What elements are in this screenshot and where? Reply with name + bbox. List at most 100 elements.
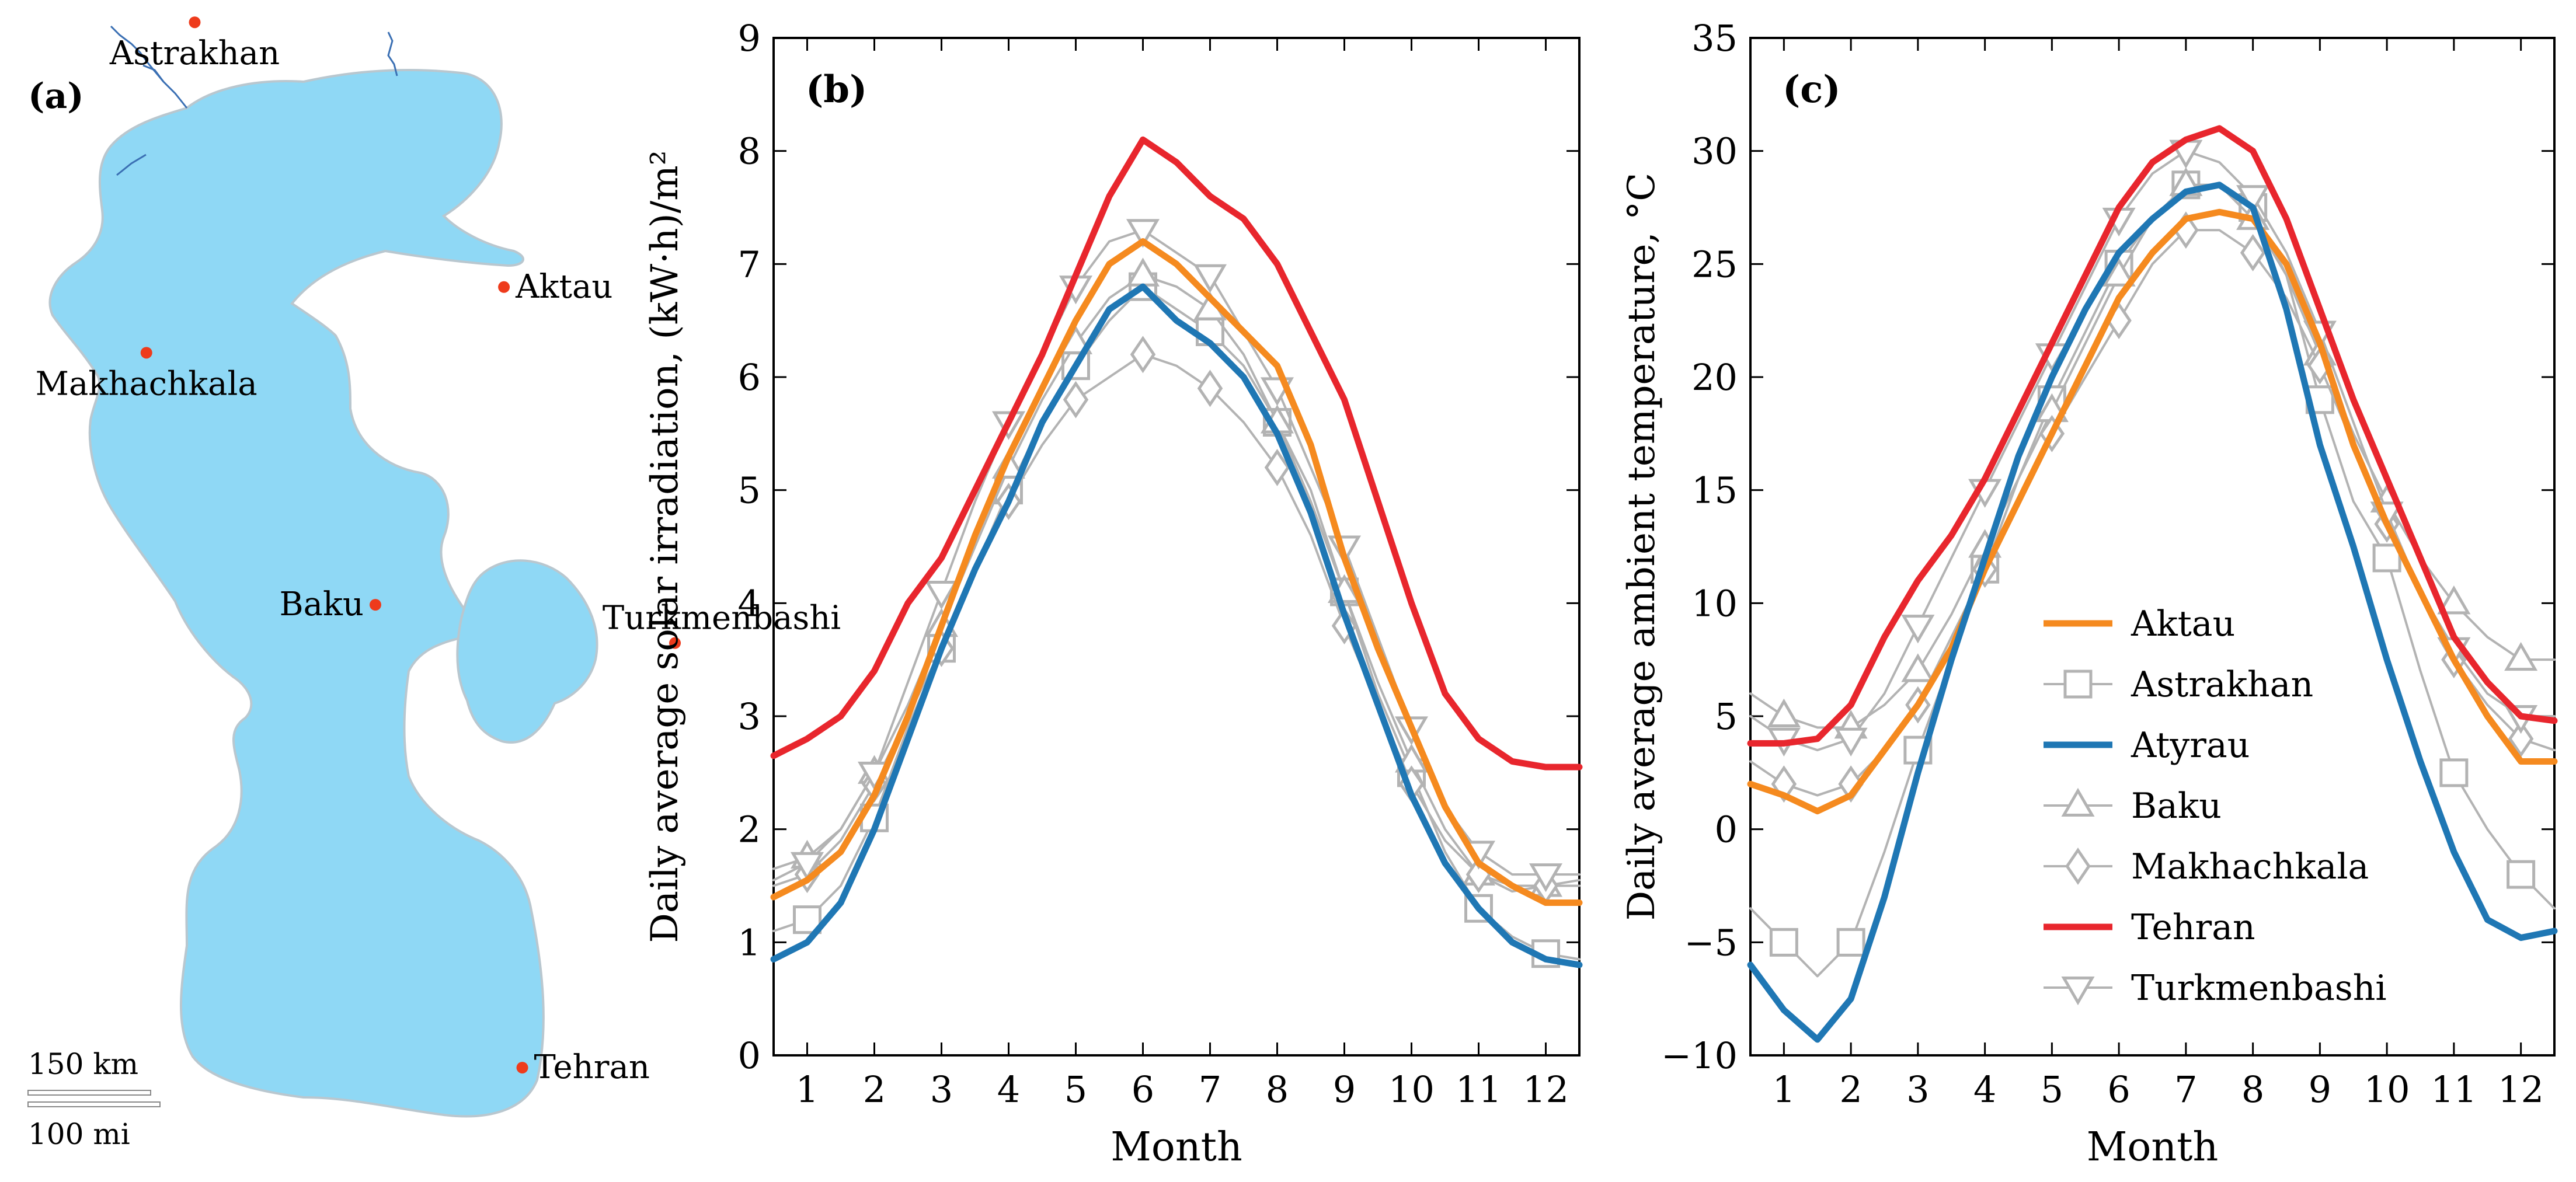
series-marker-astrakhan: [1769, 928, 1798, 957]
x-tick-label: 8: [1266, 1068, 1289, 1111]
x-tick-label: 7: [2174, 1068, 2197, 1111]
legend-label-astrakhan: Astrakhan: [2131, 664, 2313, 705]
city-dot-astrakhan: [189, 16, 201, 29]
x-tick-label: 9: [1333, 1068, 1356, 1111]
series-marker-baku: [2504, 641, 2538, 671]
city-markers: AtyrauAstrakhanAktauMakhachkalaBakuTurkm…: [36, 16, 841, 1086]
y-tick-label: 35: [1691, 17, 1738, 60]
x-tick-label: 2: [863, 1068, 886, 1111]
series-marker-makhachkala: [1264, 448, 1290, 486]
y-tick-label: 20: [1691, 356, 1738, 399]
y-tick-label: 9: [738, 17, 761, 60]
x-tick-label: 6: [2107, 1068, 2130, 1111]
x-tick-label: 10: [2364, 1068, 2410, 1111]
series-line-astrakhan: [772, 285, 1581, 961]
x-tick-label: 4: [1973, 1068, 1996, 1111]
y-tick-label: 10: [1691, 582, 1738, 625]
y-tick-label: 6: [738, 356, 761, 399]
series-marker-baku: [1767, 698, 1801, 727]
x-axis-label: Month: [1111, 1124, 1242, 1170]
plot-frame: [772, 37, 1581, 1057]
garabogazkol-bay-shape: [456, 559, 598, 744]
series-marker-turkmenbashi: [924, 580, 959, 610]
series-marker-turkmenbashi: [1126, 219, 1160, 248]
series-marker-turkmenbashi: [1901, 615, 1935, 644]
y-tick-label: 4: [738, 582, 761, 625]
city-label-turkmenbashi: Turkmenbashi: [603, 599, 841, 637]
series-line-makhachkala: [772, 353, 1581, 887]
scale-bar-mi-segment: [27, 1101, 161, 1107]
legend-marker-baku: [2061, 787, 2095, 817]
series-marker-makhachkala: [1197, 369, 1223, 407]
series-marker-makhachkala: [2508, 720, 2534, 758]
scale-bar-km-segment: [27, 1090, 151, 1096]
y-tick-label: 0: [1715, 808, 1738, 851]
y-tick-label: 2: [738, 808, 761, 851]
legend-label-turkmenbashi: Turkmenbashi: [2131, 968, 2387, 1009]
y-axis-label: Daily average solar irradiation, (kW·h)/…: [643, 151, 687, 943]
legend-label-aktau: Aktau: [2131, 604, 2235, 644]
y-tick-label: 0: [738, 1034, 761, 1077]
city-dot-turkmenbashi: [669, 637, 681, 649]
series-line-aktau: [1747, 208, 2558, 815]
x-tick-label: 8: [2241, 1068, 2264, 1111]
city-dot-makhachkala: [140, 347, 152, 359]
x-tick-label: 5: [1064, 1068, 1087, 1111]
volga-river-branch: [142, 64, 165, 82]
x-tick-label: 3: [930, 1068, 953, 1111]
x-tick-label: 11: [2431, 1068, 2477, 1111]
x-tick-label: 1: [1773, 1068, 1795, 1111]
scale-bar-km-label: 150 km: [28, 1047, 138, 1081]
y-tick-label: −10: [1661, 1034, 1738, 1077]
city-label-astrakhan: Astrakhan: [109, 34, 280, 72]
y-tick-label: 15: [1691, 469, 1738, 512]
series-line-atyrau: [1747, 182, 2558, 1043]
series-marker-turkmenbashi: [1193, 264, 1227, 293]
series-marker-baku: [2437, 585, 2471, 615]
city-label-makhachkala: Makhachkala: [36, 365, 257, 403]
plot-frame: [1749, 37, 2556, 1057]
panel-a-label: (a): [28, 76, 84, 117]
x-tick-label: 3: [1906, 1068, 1929, 1111]
caspian-sea-shape: [48, 69, 545, 1118]
x-tick-label: 7: [1199, 1068, 1221, 1111]
x-tick-label: 12: [2498, 1068, 2544, 1111]
y-tick-label: 8: [738, 130, 761, 173]
series-line-tehran: [1747, 125, 2558, 747]
city-label-baku: Baku: [279, 585, 364, 623]
legend-label-tehran: Tehran: [2131, 907, 2255, 948]
series-marker-astrakhan: [793, 905, 821, 935]
x-axis-label: Month: [2087, 1124, 2218, 1170]
series-marker-astrakhan: [2372, 543, 2401, 573]
panel-label: (b): [806, 68, 867, 111]
x-tick-label: 1: [796, 1068, 819, 1111]
series-line-tehran: [770, 136, 1583, 770]
legend-marker-astrakhan: [2063, 670, 2093, 699]
legend-label-makhachkala: Makhachkala: [2131, 846, 2369, 887]
y-axis-label: Daily average ambient temperature, °C: [1620, 173, 1663, 921]
series-line-atyrau: [770, 283, 1583, 968]
x-tick-label: 12: [1523, 1068, 1569, 1111]
series-marker-makhachkala: [1063, 381, 1089, 419]
series-line-baku: [772, 274, 1581, 893]
city-label-tehran: Tehran: [534, 1048, 650, 1086]
legend-marker-turkmenbashi: [2061, 977, 2095, 1006]
river-delta-channel: [116, 154, 147, 176]
y-tick-label: 5: [1715, 695, 1738, 738]
y-tick-label: 3: [738, 695, 761, 738]
y-tick-label: 7: [738, 243, 761, 285]
x-tick-label: 9: [2309, 1068, 2331, 1111]
city-dot-tehran: [516, 1062, 528, 1074]
city-dot-aktau: [498, 281, 510, 293]
scale-bar-mi-label: 100 mi: [28, 1117, 130, 1151]
legend-marker-makhachkala: [2065, 848, 2091, 885]
x-tick-label: 6: [1132, 1068, 1154, 1111]
x-tick-label: 2: [1839, 1068, 1862, 1111]
series-marker-turkmenbashi: [790, 852, 824, 881]
y-tick-label: −5: [1684, 921, 1738, 964]
city-dot-baku: [369, 599, 381, 611]
